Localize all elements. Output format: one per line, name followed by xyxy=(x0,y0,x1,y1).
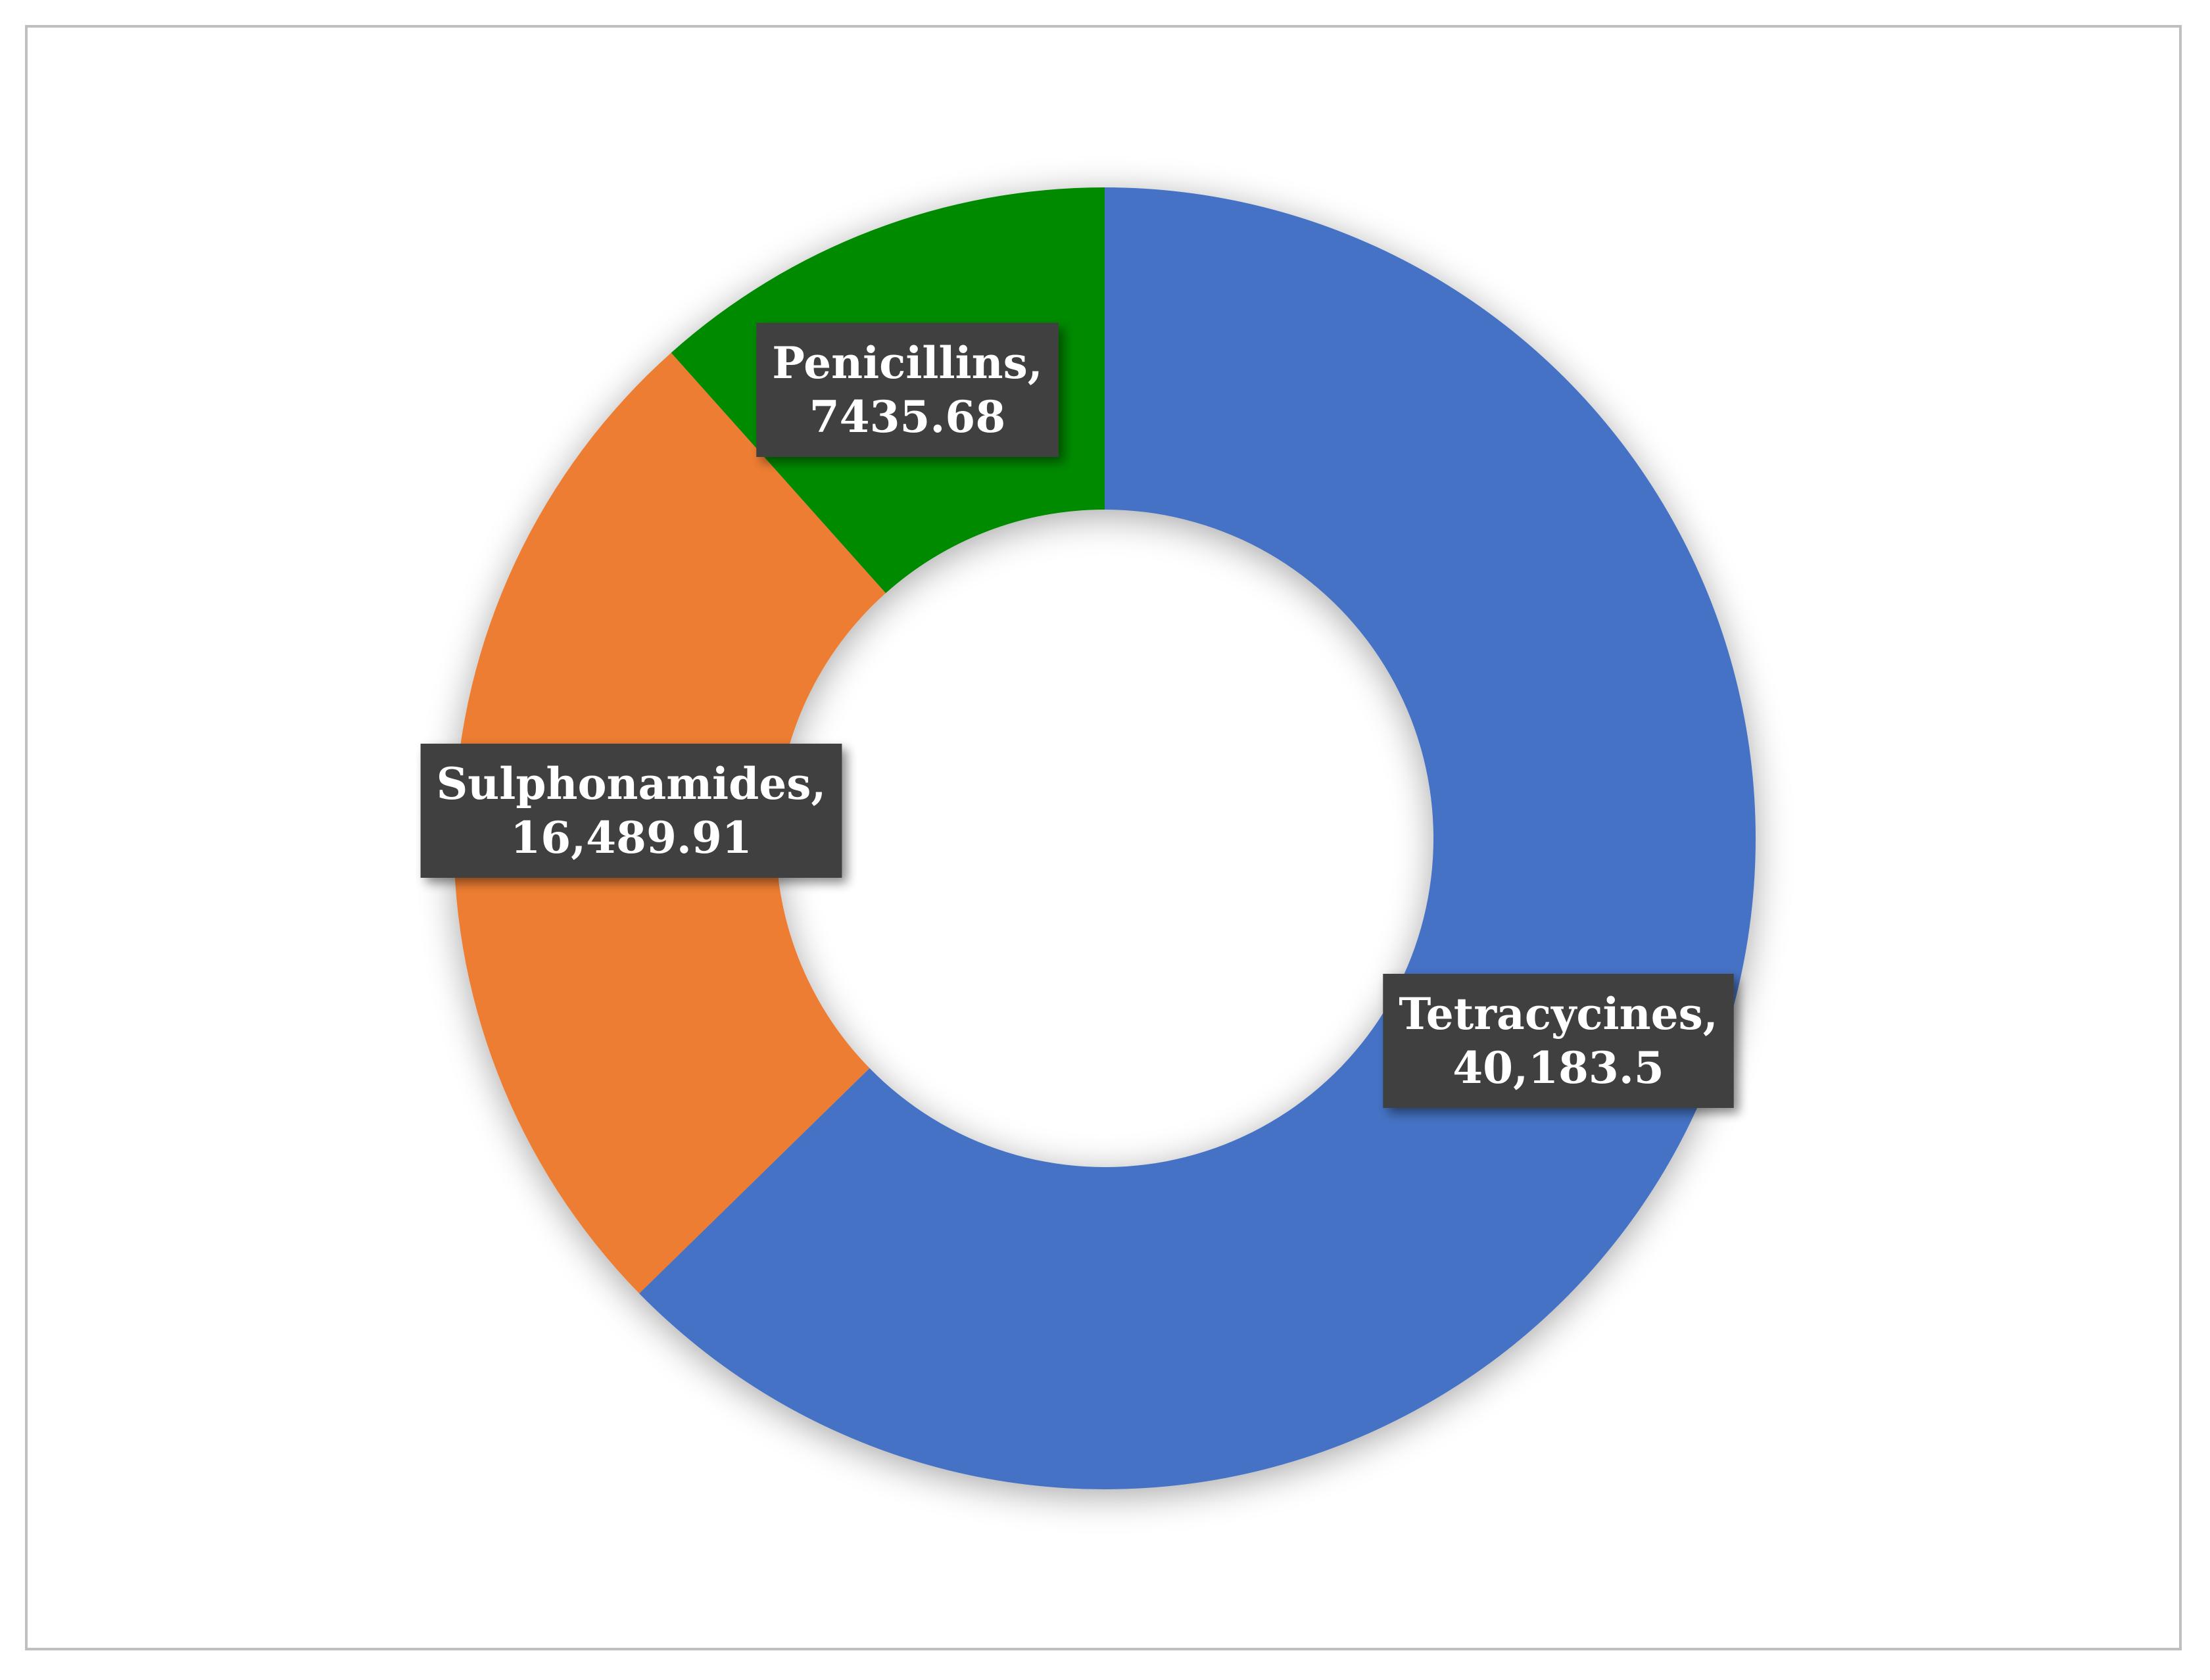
data-label-penicillins: Penicillins,7435.68 xyxy=(756,323,1059,457)
label-value-sulphonamides: 16,489.91 xyxy=(510,812,752,863)
slice-tetracycines xyxy=(639,187,1756,1489)
label-value-tetracycines: 40,183.5 xyxy=(1453,1042,1664,1093)
label-box-sulphonamides xyxy=(420,744,842,878)
label-box-tetracycines xyxy=(1383,974,1734,1108)
label-box-penicillins xyxy=(756,323,1059,457)
data-label-tetracycines: Tetracycines,40,183.5 xyxy=(1383,974,1734,1108)
label-value-penicillins: 7435.68 xyxy=(809,391,1006,443)
labels-group: Tetracycines,40,183.5 Sulphonamides,16,48… xyxy=(420,323,1734,1108)
data-label-sulphonamides: Sulphonamides,16,489.91 xyxy=(420,744,842,878)
label-category-tetracycines: Tetracycines, xyxy=(1399,988,1718,1040)
label-category-sulphonamides: Sulphonamides, xyxy=(437,758,827,809)
label-category-penicillins: Penicillins, xyxy=(772,337,1043,389)
